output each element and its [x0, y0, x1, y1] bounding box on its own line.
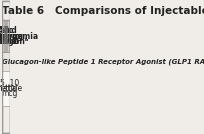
Text: Byetta: Byetta [0, 84, 17, 93]
Text: 5, 10
mcg: 5, 10 mcg [0, 79, 19, 98]
Text: Generic: Generic [0, 32, 20, 41]
Text: Table 6   Comparisons of Injectable Agents for Glycemic Co: Table 6 Comparisons of Injectable Agents… [2, 6, 204, 16]
Text: Δ
Weigh: Δ Weigh [0, 27, 20, 46]
Text: Strong: Strong [0, 32, 24, 41]
Text: A1c
Reductionᵇ: A1c Reductionᵇ [0, 27, 29, 46]
FancyBboxPatch shape [2, 20, 10, 52]
FancyBboxPatch shape [2, 71, 10, 106]
Text: Brand
Name: Brand Name [0, 27, 17, 46]
FancyBboxPatch shape [2, 1, 10, 20]
Text: Glucagon-like Peptide 1 Receptor Agonist (GLP1 RA): incretin mim-: Glucagon-like Peptide 1 Receptor Agonist… [2, 58, 204, 65]
FancyBboxPatch shape [2, 52, 10, 71]
FancyBboxPatch shape [2, 1, 10, 133]
Text: Exenatide: Exenatide [0, 84, 22, 93]
Text: Hypoglycemia: Hypoglycemia [0, 32, 39, 41]
